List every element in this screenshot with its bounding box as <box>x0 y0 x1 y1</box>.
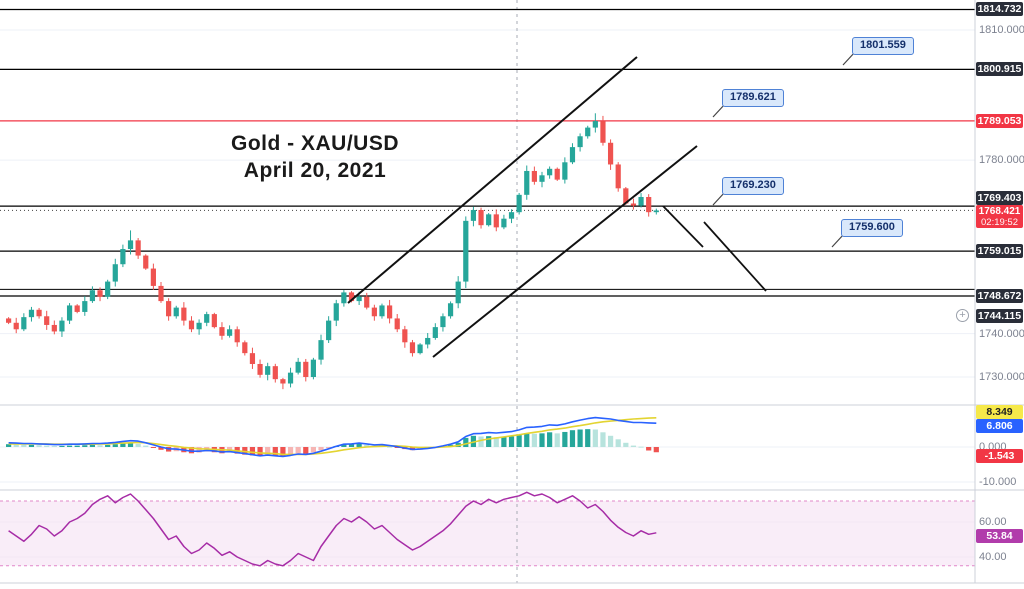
price-level-badge: 1789.053 <box>976 113 1023 128</box>
price-level-badge: 1748.672 <box>976 289 1023 303</box>
time-axis[interactable] <box>0 584 1024 589</box>
date-subtitle: April 20, 2021 <box>243 159 387 182</box>
price-callout-label[interactable]: 1759.600 <box>841 219 903 237</box>
bar-countdown: 02:19:52 <box>981 217 1018 229</box>
price-callout-label[interactable]: 1769.230 <box>722 177 784 195</box>
price-level-badge: 1814.732 <box>976 2 1023 17</box>
last-price-value: 1768.421 <box>978 206 1021 218</box>
price-level-badge: 1800.915 <box>976 62 1023 77</box>
price-tick-label: 1810.000 <box>979 24 1024 36</box>
stoch-tick-label: 40.00 <box>979 551 1007 563</box>
macd-value-badge: 6.806 <box>976 419 1023 434</box>
symbol-title: Gold - XAU/USD <box>231 132 399 155</box>
price-level-badge: 1759.015 <box>976 244 1023 259</box>
price-level-badge: 1769.403 <box>976 191 1023 206</box>
price-callout-label[interactable]: 1801.559 <box>852 37 914 55</box>
plus-circle-icon[interactable]: + <box>956 309 969 323</box>
stoch-tick-label: 60.00 <box>979 516 1007 528</box>
price-callout-label[interactable]: 1789.621 <box>722 89 784 107</box>
stoch-value-badge: 53.84 <box>976 528 1023 543</box>
price-level-badge: 1744.115 <box>976 308 1023 323</box>
chart-title-block: Gold - XAU/USD April 20, 2021 <box>150 130 480 184</box>
price-tick-label: 1740.000 <box>979 327 1024 340</box>
macd-value-badge: -1.543 <box>976 449 1023 464</box>
macd-tick-label: -10.000 <box>979 476 1017 488</box>
price-tick-label: 1730.000 <box>979 371 1024 383</box>
macd-value-badge: 8.349 <box>976 404 1023 419</box>
price-tick-label: 1780.000 <box>979 154 1024 167</box>
last-price-badge: 1768.421 02:19:52 <box>976 205 1023 229</box>
